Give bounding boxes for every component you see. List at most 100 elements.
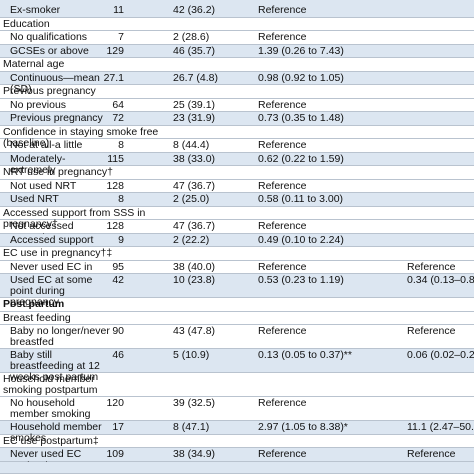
cell-cases: 46 (35.7) xyxy=(173,44,216,57)
cell-label: Not used NRT xyxy=(10,179,77,192)
table-row: EC use in pregnancy†‡ xyxy=(0,247,474,261)
table-row: Accessed support 9 2 (22.2) 0.49 (0.10 to 2… xyxy=(0,233,474,247)
table-row: Baby no longer/never breastfed 90 43 (47.8… xyxy=(0,325,474,349)
cell-n: 72 xyxy=(112,112,124,124)
table-row: Used EC at some point during pregnancy 42… xyxy=(0,274,474,308)
cell-cases: 2 (22.2) xyxy=(173,233,210,246)
table-row: EC use postpartum‡ xyxy=(0,434,474,448)
table-row: Never used EC in pregnancy9538 (40.0)Ref… xyxy=(0,260,474,283)
cell-label: Confidence in staying smoke free (baseli… xyxy=(3,125,159,149)
table-row: No qualifications 7 2 (28.6) Reference xyxy=(0,31,474,45)
cell-label: Used EC at some point during pregnancy xyxy=(10,274,93,308)
cell-or: Reference xyxy=(258,220,307,232)
table-row: Post partum xyxy=(0,298,474,312)
cell-n: 115 xyxy=(107,152,124,165)
cell-cases: 2 (28.6) xyxy=(173,31,210,43)
table-row: GCSEs or above 129 46 (35.7) 1.39 (0.26 to … xyxy=(0,44,474,58)
cell-label: Baby still breastfeeding at 12 weeks pos… xyxy=(10,349,100,383)
cell-cases: 38 (40.0) xyxy=(173,260,216,273)
cell-n: 128 xyxy=(106,179,124,192)
cell-or: Reference xyxy=(258,4,307,16)
cell-or: Reference xyxy=(258,397,307,409)
cell-n: 8 xyxy=(118,139,124,151)
cell-n: 90 xyxy=(112,325,124,337)
cell-or: 0.53 (0.23 to 1.19) xyxy=(258,274,344,286)
table-row: NRT use in pregnancy† xyxy=(0,166,474,180)
cell-label: Maternal age xyxy=(3,58,65,70)
cell-n: 64 xyxy=(112,98,124,111)
cell-or: Reference xyxy=(258,179,307,192)
cell-n: 7 xyxy=(118,31,124,43)
cell-label: NRT use in pregnancy† xyxy=(3,166,113,178)
cell-label: No household member smoking xyxy=(10,397,91,420)
cell-label: Post partum xyxy=(3,298,65,310)
table-row: Baby still breastfeeding at 12 weeks pos… xyxy=(0,349,474,383)
cell-or: Reference xyxy=(258,31,307,43)
cell-n: 120 xyxy=(106,397,124,409)
cell-or: Reference xyxy=(258,448,307,460)
cell-n: 46 xyxy=(112,349,124,361)
cell-label: Accessed support xyxy=(10,233,94,246)
cell-or: 2.97 (1.05 to 8.38)* xyxy=(258,421,348,433)
cell-label: No qualifications xyxy=(10,31,88,43)
table-row: Not used NRT 128 47 (36.7) Reference xyxy=(0,179,474,193)
cell-label: GCSEs or above xyxy=(10,44,89,57)
cell-or: 0.49 (0.10 to 2.24) xyxy=(258,233,344,246)
table-row: Never used EC postpartum10938 (34.9)Refe… xyxy=(0,448,474,471)
cell-label: Continuous—mean (SD) xyxy=(10,71,100,95)
table-row: No household member smoking 120 39 (32.5) R… xyxy=(0,397,474,421)
cell-cases: 38 (34.9) xyxy=(173,448,216,460)
cell-n: 95 xyxy=(112,260,124,273)
table-row: Ex-smoker 11 42 (36.2) Reference xyxy=(0,4,474,18)
cell-label: Used NRT xyxy=(10,193,59,205)
cell-or: 1.39 (0.26 to 7.43) xyxy=(258,44,344,57)
cell-or: 0.62 (0.22 to 1.59) xyxy=(258,152,344,165)
cell-aor: 11.1 (2.47–50.2)** xyxy=(407,421,474,433)
cell-cases: 2 (25.0) xyxy=(173,193,210,205)
cell-aor: 0.34 (0.13–0.85)* xyxy=(407,274,474,286)
cell-cases: 39 (32.5) xyxy=(173,397,216,409)
cell-label: Baby no longer/never breastfed xyxy=(10,325,110,348)
cell-cases: 5 (10.9) xyxy=(173,349,210,361)
cell-n: 17 xyxy=(112,421,124,433)
cell-cases: 42 (36.2) xyxy=(173,4,216,16)
cell-cases: 25 (39.1) xyxy=(173,98,216,111)
cell-n: 11 xyxy=(113,4,124,16)
cell-or: Reference xyxy=(258,98,307,111)
cell-n: 128 xyxy=(106,220,124,232)
table-row: Moderately-extremely 115 38 (33.0) 0.62 (0.… xyxy=(0,152,474,175)
cell-n: 129 xyxy=(106,44,124,57)
table-row: Maternal age xyxy=(0,58,474,72)
cell-aor: Reference xyxy=(407,448,456,460)
cell-n: 42 xyxy=(112,274,124,286)
cell-label: EC use postpartum‡ xyxy=(3,434,99,447)
table-row: No previous pregnancy6425 (39.1)Referenc… xyxy=(0,98,474,121)
table-row: Not at all-a little 8 8 (44.4) Reference xyxy=(0,139,474,153)
cell-n: 27.1 xyxy=(103,71,124,84)
table-row: Used NRT 8 2 (25.0) 0.58 (0.11 to 3.00) xyxy=(0,193,474,207)
table-row-partial xyxy=(0,461,474,474)
cell-cases: 26.7 (4.8) xyxy=(173,71,218,84)
cell-label: Household member smokes xyxy=(10,421,102,444)
cell-cases: 8 (44.4) xyxy=(173,139,210,151)
cell-n: 8 xyxy=(118,193,124,205)
cell-aor: 0.06 (0.02–0.25)** xyxy=(407,349,474,361)
table-row: Accessed support from SSS in pregnancy† xyxy=(0,207,474,229)
cell-aor: Reference xyxy=(407,325,456,337)
cell-or: 0.58 (0.11 to 3.00) xyxy=(258,193,344,205)
table-row-partial xyxy=(0,0,474,4)
cell-or: 0.73 (0.35 to 1.48) xyxy=(258,112,344,124)
table-row: Previous pregnancy xyxy=(0,85,474,99)
cell-cases: 47 (36.7) xyxy=(173,220,216,232)
cell-n: 9 xyxy=(118,233,124,246)
cell-cases: 47 (36.7) xyxy=(173,179,216,192)
cell-label: Previous pregnancy xyxy=(10,112,103,124)
cell-label: Not at all-a little xyxy=(10,139,83,151)
table-row: Not accessed support12847 (36.7)Referenc… xyxy=(0,220,474,243)
cell-label: Household member smoking postpartum xyxy=(3,373,98,396)
cell-cases: 38 (33.0) xyxy=(173,152,216,165)
table-row: Household member smokes 17 8 (47.1) 2.97 (1… xyxy=(0,421,474,444)
cell-or: Reference xyxy=(258,325,307,337)
table-row: Education xyxy=(0,18,474,31)
